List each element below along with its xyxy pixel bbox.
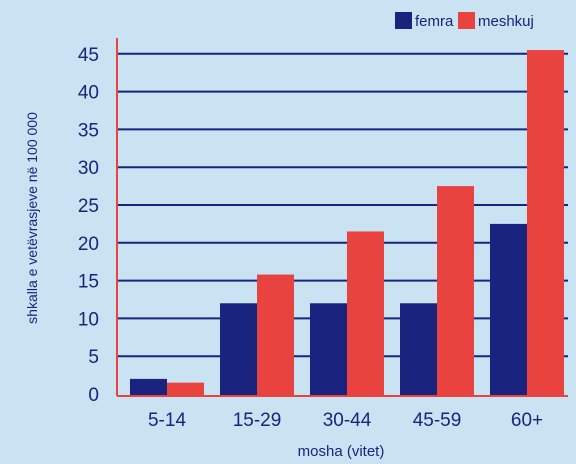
y-tick-label: 10 <box>78 309 99 330</box>
y-tick-label: 5 <box>88 347 99 368</box>
legend-swatch-meshkuj <box>458 12 475 29</box>
y-axis-label: shkalla e vetëvrasjeve në 100 000 <box>24 112 40 324</box>
bar-femra-15-29 <box>220 303 257 396</box>
legend-label-meshkuj: meshkuj <box>478 13 534 30</box>
bar-femra-60+ <box>490 223 527 396</box>
y-tick-label: 15 <box>78 272 99 293</box>
bar-meshkuj-60+ <box>527 50 564 397</box>
x-tick-labels: 5-14 15-29 30-44 45-59 60+ <box>148 410 543 431</box>
y-tick-label: 40 <box>78 83 99 104</box>
y-tick-label: 30 <box>78 158 99 179</box>
x-tick-label: 60+ <box>511 410 543 431</box>
x-tick-label: 30-44 <box>323 410 372 431</box>
bar-meshkuj-15-29 <box>257 274 294 396</box>
legend-label-femra: femra <box>415 13 454 30</box>
bar-femra-45-59 <box>400 303 437 396</box>
x-tick-label: 45-59 <box>413 410 462 431</box>
legend-swatch-femra <box>395 12 412 29</box>
bar-femra-30-44 <box>310 303 347 396</box>
bars <box>130 50 564 397</box>
y-tick-label: 35 <box>78 120 99 141</box>
y-tick-label: 45 <box>78 45 99 66</box>
y-tick-label: 20 <box>78 234 99 255</box>
bar-meshkuj-30-44 <box>347 231 384 396</box>
x-axis-label: mosha (vitet) <box>298 443 385 460</box>
legend: femra meshkuj <box>395 12 534 30</box>
y-tick-label: 25 <box>78 196 99 217</box>
bar-meshkuj-5-14 <box>167 382 204 396</box>
x-tick-label: 5-14 <box>148 410 186 431</box>
bar-meshkuj-45-59 <box>437 186 474 396</box>
y-tick-label: 0 <box>88 385 99 406</box>
x-tick-label: 15-29 <box>233 410 282 431</box>
y-tick-labels: 0 5 10 15 20 25 30 35 40 45 <box>78 45 99 406</box>
bar-femra-5-14 <box>130 378 167 396</box>
